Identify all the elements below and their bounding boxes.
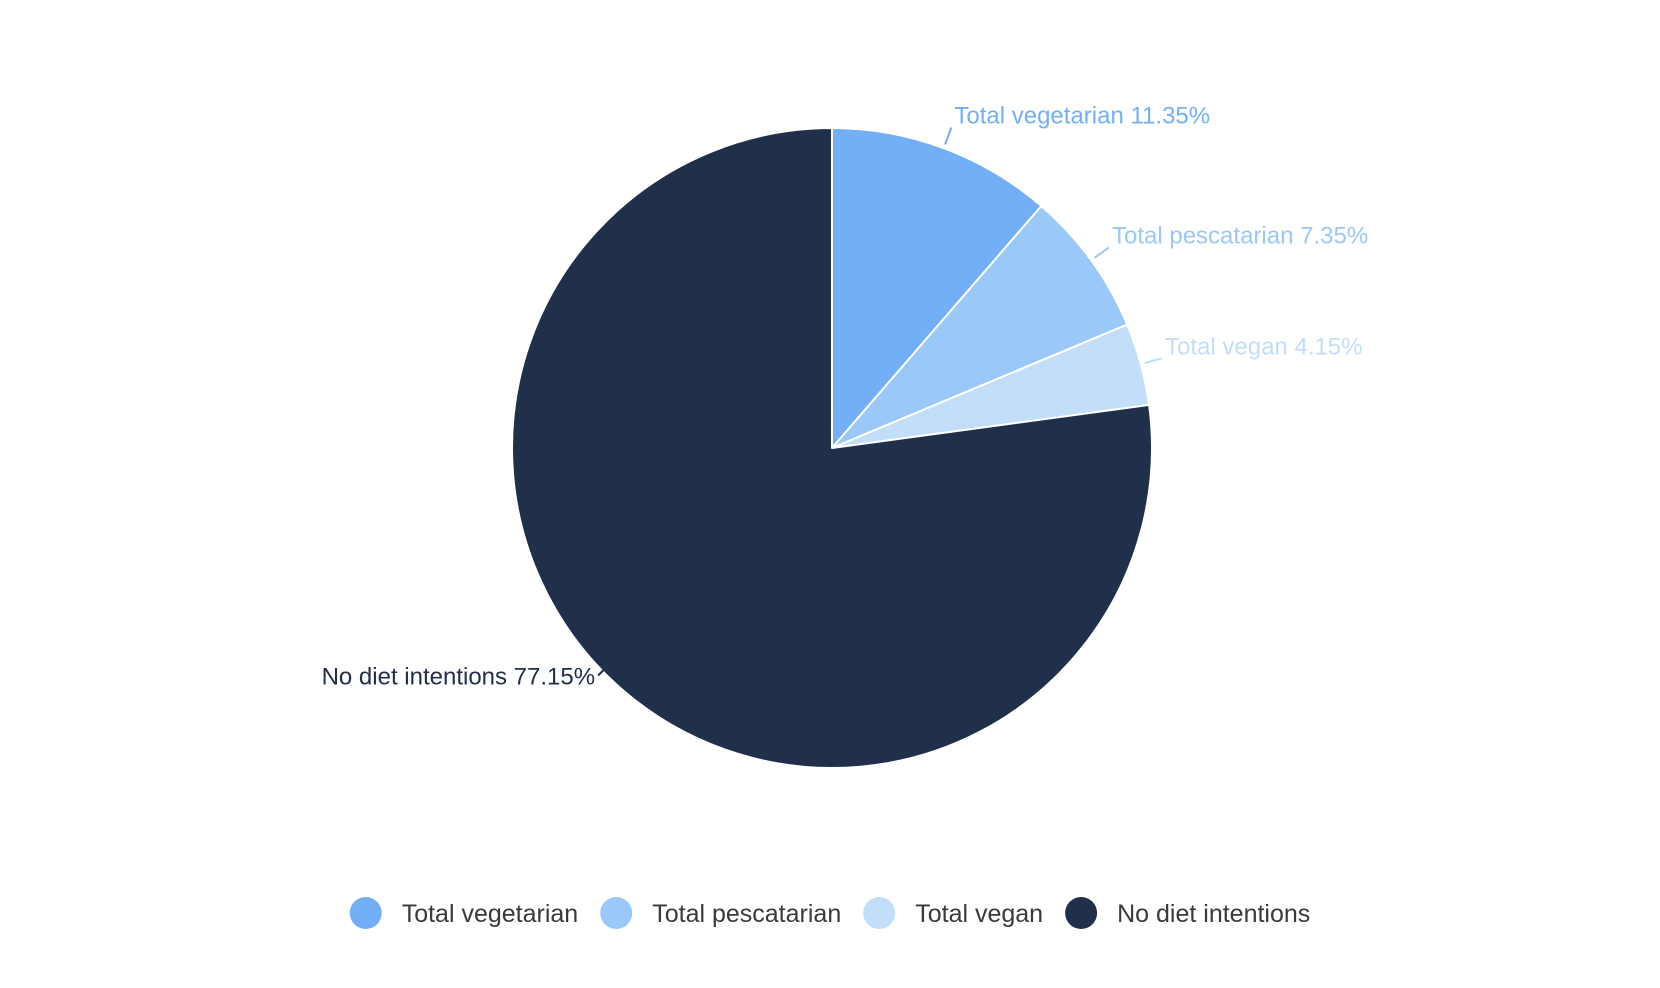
pie-slice-total-vegetarian[interactable]	[831, 127, 1043, 449]
legend-label-no-diet-intentions: No diet intentions	[1117, 900, 1310, 928]
slice-label-total-pescatarian: Total pescatarian 7.35%	[1112, 222, 1368, 249]
slice-label-total-vegan: Total vegan 4.15%	[1165, 333, 1362, 360]
legend: Total vegetarian Total pescatarian Total v…	[349, 897, 1310, 929]
leader-line-total-pescatarian	[1093, 246, 1110, 259]
legend-swatch-total-vegetarian	[349, 897, 382, 929]
legend-label-total-vegan: Total vegan	[915, 900, 1043, 928]
slices-layer	[510, 127, 1153, 769]
legend-label-total-vegetarian: Total vegetarian	[402, 900, 579, 928]
slice-label-no-diet-intentions: No diet intentions 77.15%	[322, 664, 596, 691]
leader-lines-layer	[597, 127, 1163, 683]
legend-item-no-diet-intentions[interactable]: No diet intentions	[1065, 897, 1310, 929]
pie-slice-total-pescatarian[interactable]	[831, 204, 1129, 449]
legend-swatch-total-pescatarian	[600, 897, 633, 929]
leader-line-total-vegetarian	[944, 127, 953, 145]
slice-label-total-vegetarian: Total vegetarian 11.35%	[954, 103, 1210, 130]
legend-label-total-pescatarian: Total pescatarian	[652, 900, 841, 928]
legend-swatch-total-vegan	[863, 897, 896, 929]
leader-line-total-vegan	[1144, 357, 1163, 364]
legend-item-total-pescatarian[interactable]: Total pescatarian	[600, 897, 841, 929]
leader-line-no-diet-intentions	[597, 662, 629, 683]
legend-item-total-vegan[interactable]: Total vegan	[863, 897, 1043, 929]
legend-swatch-no-diet-intentions	[1065, 897, 1098, 929]
pie-slice-no-diet-intentions[interactable]	[510, 127, 1153, 769]
slice-labels-layer: Total vegetarian 11.35% Total pescatarian…	[322, 103, 1369, 691]
legend-item-total-vegetarian[interactable]: Total vegetarian	[349, 897, 579, 929]
